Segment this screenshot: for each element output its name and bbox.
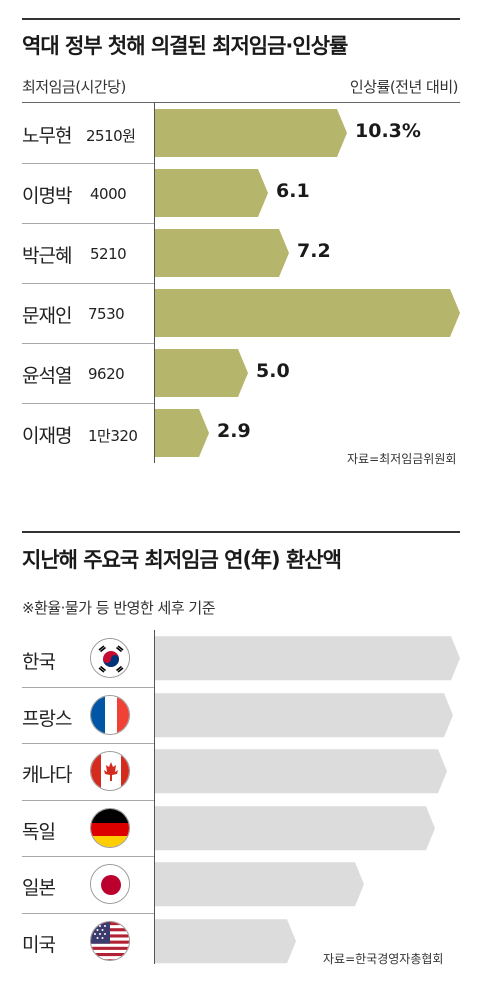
chart1-category-label: 문재인 — [22, 305, 72, 327]
japan-flag-icon — [90, 864, 130, 904]
chart1-bar — [155, 289, 460, 337]
chart1-bar — [155, 349, 248, 397]
top-rule-1 — [22, 18, 460, 20]
chart2-bar — [155, 749, 447, 794]
chart1-source: 자료=최저임금위원회 — [347, 452, 457, 466]
chart1-bar — [155, 109, 347, 157]
chart2-axis-line — [154, 630, 155, 964]
chart1-bar — [155, 169, 268, 217]
chart1-wage-label: 7530 — [88, 305, 125, 323]
chart1-wage-label: 4000 — [90, 185, 127, 203]
germany-flag-icon — [90, 808, 130, 848]
chart2-bar — [155, 693, 453, 738]
chart1-wage-label: 5210 — [90, 245, 127, 263]
chart1-wage-label: 2510원 — [86, 127, 136, 145]
chart1-header-rule — [22, 102, 460, 103]
chart2-category-label: 캐나다 — [22, 764, 72, 786]
chart2-bar — [155, 862, 364, 907]
usa-flag-icon — [90, 921, 130, 961]
chart1-axis-line — [154, 103, 155, 463]
chart1-header-left: 최저임금(시간당) — [22, 78, 126, 96]
chart1-category-label: 박근혜 — [22, 245, 72, 267]
chart2-category-label: 프랑스 — [22, 708, 72, 730]
chart2-title: 지난해 주요국 최저임금 연(年) 환산액 — [22, 548, 342, 572]
chart1-row-divider — [22, 223, 154, 224]
chart1-bar — [155, 229, 289, 277]
chart1-value-label: 7.2 — [297, 240, 331, 262]
chart2-row-divider — [22, 743, 154, 744]
chart1-category-label: 윤석열 — [22, 365, 72, 387]
chart2-bar — [155, 806, 435, 851]
chart1-value-label: 6.1 — [276, 180, 310, 202]
chart2-bar — [155, 919, 296, 964]
korea-flag-icon — [90, 638, 130, 678]
chart1-wage-label: 1만320 — [88, 427, 138, 445]
chart1-header-right: 인상률(전년 대비) — [349, 78, 459, 96]
chart1-wage-label: 9620 — [88, 365, 125, 383]
chart2-category-label: 독일 — [22, 821, 56, 843]
chart1-category-label: 노무현 — [22, 125, 72, 147]
top-rule-2 — [22, 531, 460, 533]
chart2-row-divider — [22, 856, 154, 857]
chart2-category-label: 미국 — [22, 934, 56, 956]
chart2-category-label: 일본 — [22, 877, 56, 899]
chart2-source: 자료=한국경영자총협회 — [323, 952, 444, 966]
chart1-bar — [155, 409, 209, 457]
canada-flag-icon — [90, 751, 130, 791]
chart1-value-label: 10.3% — [355, 120, 421, 142]
chart1-row-divider — [22, 403, 154, 404]
chart2-row-divider — [22, 800, 154, 801]
chart1-title: 역대 정부 첫해 의결된 최저임금·인상률 — [22, 34, 348, 58]
chart1-row-divider — [22, 163, 154, 164]
chart1-row-divider — [22, 343, 154, 344]
chart1-value-label: 2.9 — [217, 420, 251, 442]
chart2-category-label: 한국 — [22, 651, 56, 673]
chart1-value-label: 5.0 — [256, 360, 290, 382]
chart2-row-divider — [22, 687, 154, 688]
chart2-subtitle: ※환율·물가 등 반영한 세후 기준 — [22, 599, 216, 617]
france-flag-icon — [90, 695, 130, 735]
chart2-row-divider — [22, 913, 154, 914]
chart1-row-divider — [22, 283, 154, 284]
chart2-bar — [155, 636, 460, 681]
chart1-category-label: 이재명 — [22, 425, 72, 447]
chart1-category-label: 이명박 — [22, 185, 72, 207]
